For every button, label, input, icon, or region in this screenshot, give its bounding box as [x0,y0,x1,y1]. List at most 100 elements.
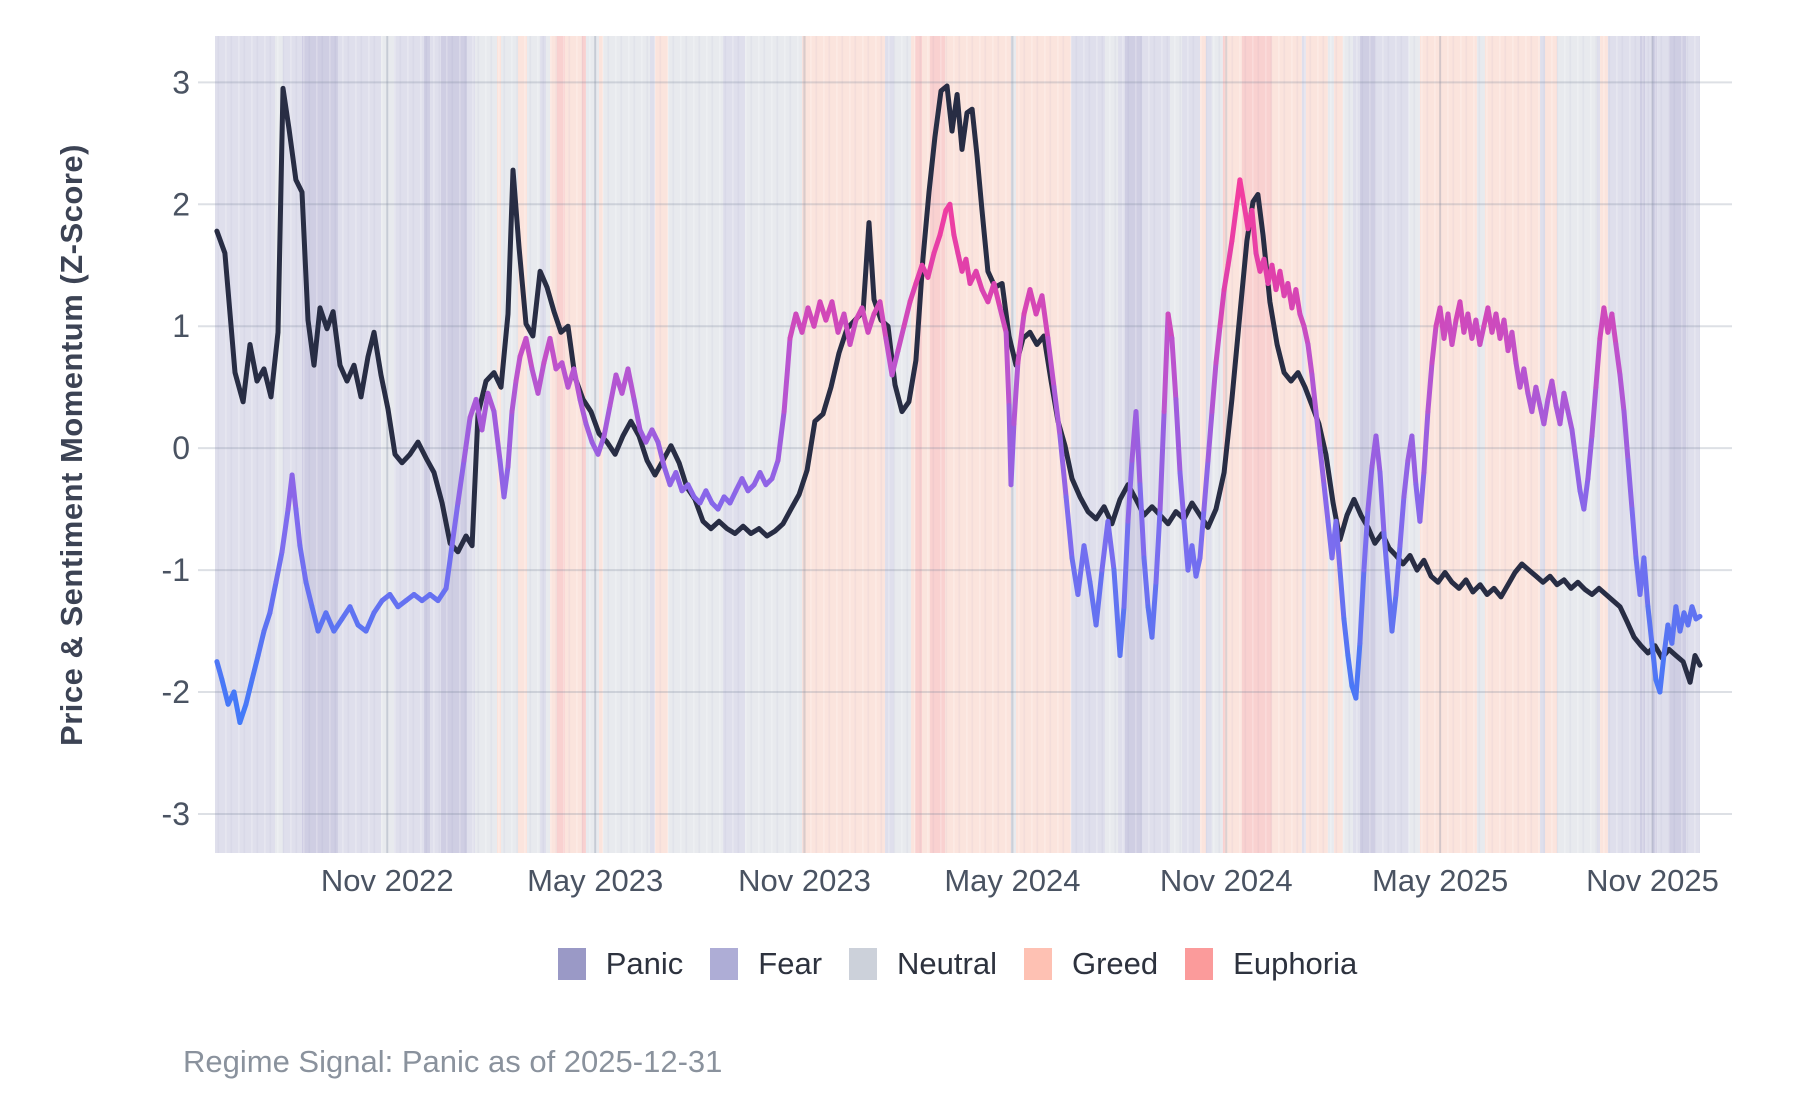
sentiment-segment [1197,506,1207,561]
sentiment-segment [577,396,589,427]
y-tick-label: -1 [162,552,190,588]
sentiment-segment [1057,433,1069,500]
y-tick-label: 1 [172,308,190,344]
sentiment-segment [297,543,309,585]
gridlines [198,36,1732,853]
sentiment-segment [1377,470,1387,536]
sentiment-segment [1121,518,1131,610]
sentiment-segment [523,335,535,372]
legend-item-euphoria: Euphoria [1185,946,1357,982]
sentiment-segment [1645,604,1655,646]
sentiment-segment [513,354,523,384]
sentiment-segment [1217,287,1227,329]
sentiment-segment [1133,409,1143,488]
sentiment-segment [1573,457,1583,494]
sentiment-segment [1397,494,1407,549]
sentiment-segment [625,366,637,402]
sentiment-segment [595,433,607,457]
price-momentum-line [214,83,1703,685]
sentiment-segment [293,506,303,549]
sentiment-segment [1045,335,1057,390]
sentiment-segment [1345,653,1355,689]
sentiment-segment [1509,329,1519,366]
sentiment-segment [1417,470,1427,524]
sentiment-segment [273,549,285,585]
sentiment-segment [865,311,877,335]
sentiment-segment [1333,518,1343,573]
sentiment-segment [1581,476,1591,512]
sentiment-segment [1565,409,1575,433]
y-tick-label: 0 [172,430,190,466]
sentiment-segment [1357,567,1367,646]
sentiment-segment [1125,457,1135,524]
x-tick-label: May 2023 [527,863,663,898]
sentiment-segment [443,543,455,591]
sentiment-segment [1429,323,1439,366]
sentiment-segment [1011,360,1021,427]
sentiment-segment [1353,640,1363,701]
sentiment-segment [937,207,949,238]
sentiment-segment [1585,433,1595,482]
sentiment-segment [951,232,961,256]
sentiment-segment [1301,323,1311,347]
sentiment-segment [455,457,467,506]
y-tick-label: 2 [172,186,190,222]
sentiment-segment [1051,384,1063,439]
sentiment-segment [1039,293,1051,341]
sentiment-segment [1341,616,1351,658]
sentiment-segment [1209,360,1219,415]
sentiment-segment [1561,390,1571,415]
sentiment-segment [1549,378,1559,408]
legend-item-greed: Greed [1023,946,1159,982]
sentiment-segment [583,421,595,445]
sentiment-segment [509,378,519,415]
sentiment-segment [449,500,461,549]
sentiment-segment [1003,329,1012,408]
legend-item-panic: Panic [557,946,684,982]
legend-label-greed: Greed [1071,946,1159,981]
y-tick-label: -3 [162,796,190,832]
legend: Panic Fear Neutral Greed Euphoria [215,946,1700,982]
sentiment-segment [1569,427,1579,463]
sentiment-segment [673,470,685,494]
sentiment-segment [991,281,1003,311]
sentiment-segment [847,317,859,347]
sentiment-segment [1693,613,1703,622]
legend-swatch-fear [710,948,739,980]
sentiment-segment [1625,457,1635,512]
sentiment-segment [769,457,781,482]
sentiment-segment [243,677,255,707]
sentiment-segment [1293,287,1303,317]
sentiment-segment [997,305,1009,335]
sentiment-segment [1249,207,1259,256]
x-tick-label: Nov 2025 [1586,863,1719,898]
sentiment-segment [1641,555,1651,610]
sentiment-segment [1221,262,1231,293]
sentiment-segment [1063,494,1075,561]
legend-label-panic: Panic [605,946,684,981]
sentiment-segment [1117,604,1127,658]
sentiment-segment [505,409,515,469]
sentiment-segment [1421,409,1431,475]
sentiment-segment [1541,396,1551,427]
sentiment-segment [1657,653,1667,695]
legend-label-neutral: Neutral [897,946,997,981]
sentiment-segment [1105,518,1117,573]
sentiment-segment [571,366,583,402]
regime-signal-caption: Regime Signal: Panic as of 2025-12-31 [183,1044,723,1079]
sentiment-segment [781,335,793,415]
sentiment-segment [1225,238,1235,268]
y-axis-title: Price & Sentiment Momentum (Z-Score) [54,144,89,746]
sentiment-segment [279,506,291,555]
sentiment-segment [889,348,901,378]
sentiment-segment [1213,323,1223,366]
sentiment-segment [309,604,321,634]
sentiment-segment [461,415,473,463]
sentiment-segment [877,299,889,341]
legend-swatch-neutral [849,948,878,980]
sentiment-segment [1173,396,1183,475]
sentiment-segment [1593,335,1603,390]
sentiment-segment [347,604,361,628]
sentiment-segment [947,201,957,238]
